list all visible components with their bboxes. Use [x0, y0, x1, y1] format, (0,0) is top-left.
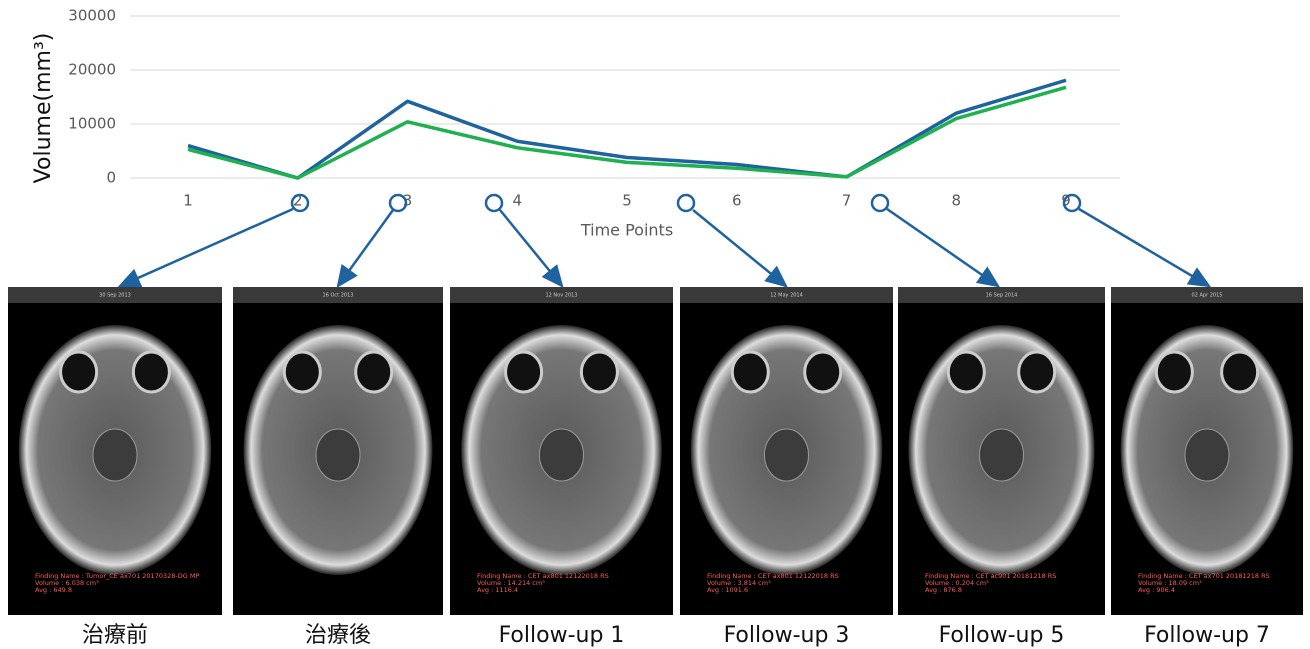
- eye: [284, 352, 320, 392]
- image-date: 12 May 2014: [770, 293, 803, 299]
- finding-text: Avg : 649.8: [35, 586, 72, 594]
- arrow: [338, 210, 393, 286]
- marker-circle: [486, 195, 502, 211]
- arrow: [120, 209, 293, 286]
- brainstem: [980, 429, 1024, 481]
- image-caption: Follow-up 3: [724, 623, 850, 648]
- brainstem: [1185, 429, 1229, 481]
- x-tick-label: 6: [732, 192, 742, 210]
- brainstem: [93, 429, 137, 481]
- x-axis-label: Time Points: [580, 221, 673, 240]
- image-date: 16 Sep 2014: [986, 293, 1018, 299]
- x-tick-label: 1: [183, 192, 193, 210]
- eye: [356, 352, 392, 392]
- brainstem: [540, 429, 584, 481]
- y-tick-label: 10000: [68, 115, 116, 133]
- image-caption: Follow-up 7: [1144, 623, 1270, 648]
- brainstem: [316, 429, 360, 481]
- eye: [1156, 352, 1192, 392]
- marker-circle: [678, 195, 694, 211]
- x-tick-label: 5: [622, 192, 632, 210]
- page: {"chart_data": {"type": "line", "y_label…: [0, 0, 1310, 649]
- y-tick-label: 0: [106, 169, 116, 187]
- finding-text: Avg : 1091.6: [707, 586, 748, 594]
- arrow: [1079, 209, 1209, 286]
- arrow: [693, 210, 786, 286]
- x-tick-label: 7: [842, 192, 852, 210]
- brainstem: [765, 429, 809, 481]
- image-panel: 16 Oct 2013 治療後: [233, 287, 443, 648]
- eye: [948, 352, 984, 392]
- arrows: [120, 195, 1209, 286]
- eye: [1222, 352, 1258, 392]
- arrow: [887, 209, 998, 286]
- arrow: [500, 210, 562, 286]
- eye: [61, 352, 97, 392]
- finding-text: Avg : 876.8: [925, 586, 962, 594]
- image-date: 12 Nov 2013: [545, 293, 577, 299]
- image-caption: Follow-up 1: [499, 623, 625, 648]
- marker-circle: [872, 195, 888, 211]
- y-axis-label: Volume(mm³): [31, 33, 56, 184]
- eye: [506, 352, 542, 392]
- eye: [1019, 352, 1055, 392]
- image-date: 02 Apr 2015: [1192, 293, 1223, 299]
- y-tick-label: 20000: [68, 61, 116, 79]
- eye: [133, 352, 169, 392]
- x-tick-label: 8: [951, 192, 961, 210]
- eye: [581, 352, 617, 392]
- image-caption: Follow-up 5: [939, 623, 1065, 648]
- image-caption: 治療後: [305, 623, 371, 648]
- finding-text: Avg : 906.4: [1138, 586, 1175, 594]
- image-caption: 治療前: [82, 623, 148, 648]
- finding-text: Avg : 1116.4: [477, 586, 518, 594]
- figure: Volume(mm³) Time Points 0 10000 20000 30000…: [0, 0, 1310, 649]
- image-date: 16 Oct 2013: [323, 293, 354, 299]
- eye: [732, 352, 768, 392]
- eye: [805, 352, 841, 392]
- image-date: 30 Sep 2013: [99, 293, 131, 299]
- y-tick-label: 30000: [68, 7, 116, 25]
- x-tick-label: 4: [512, 192, 522, 210]
